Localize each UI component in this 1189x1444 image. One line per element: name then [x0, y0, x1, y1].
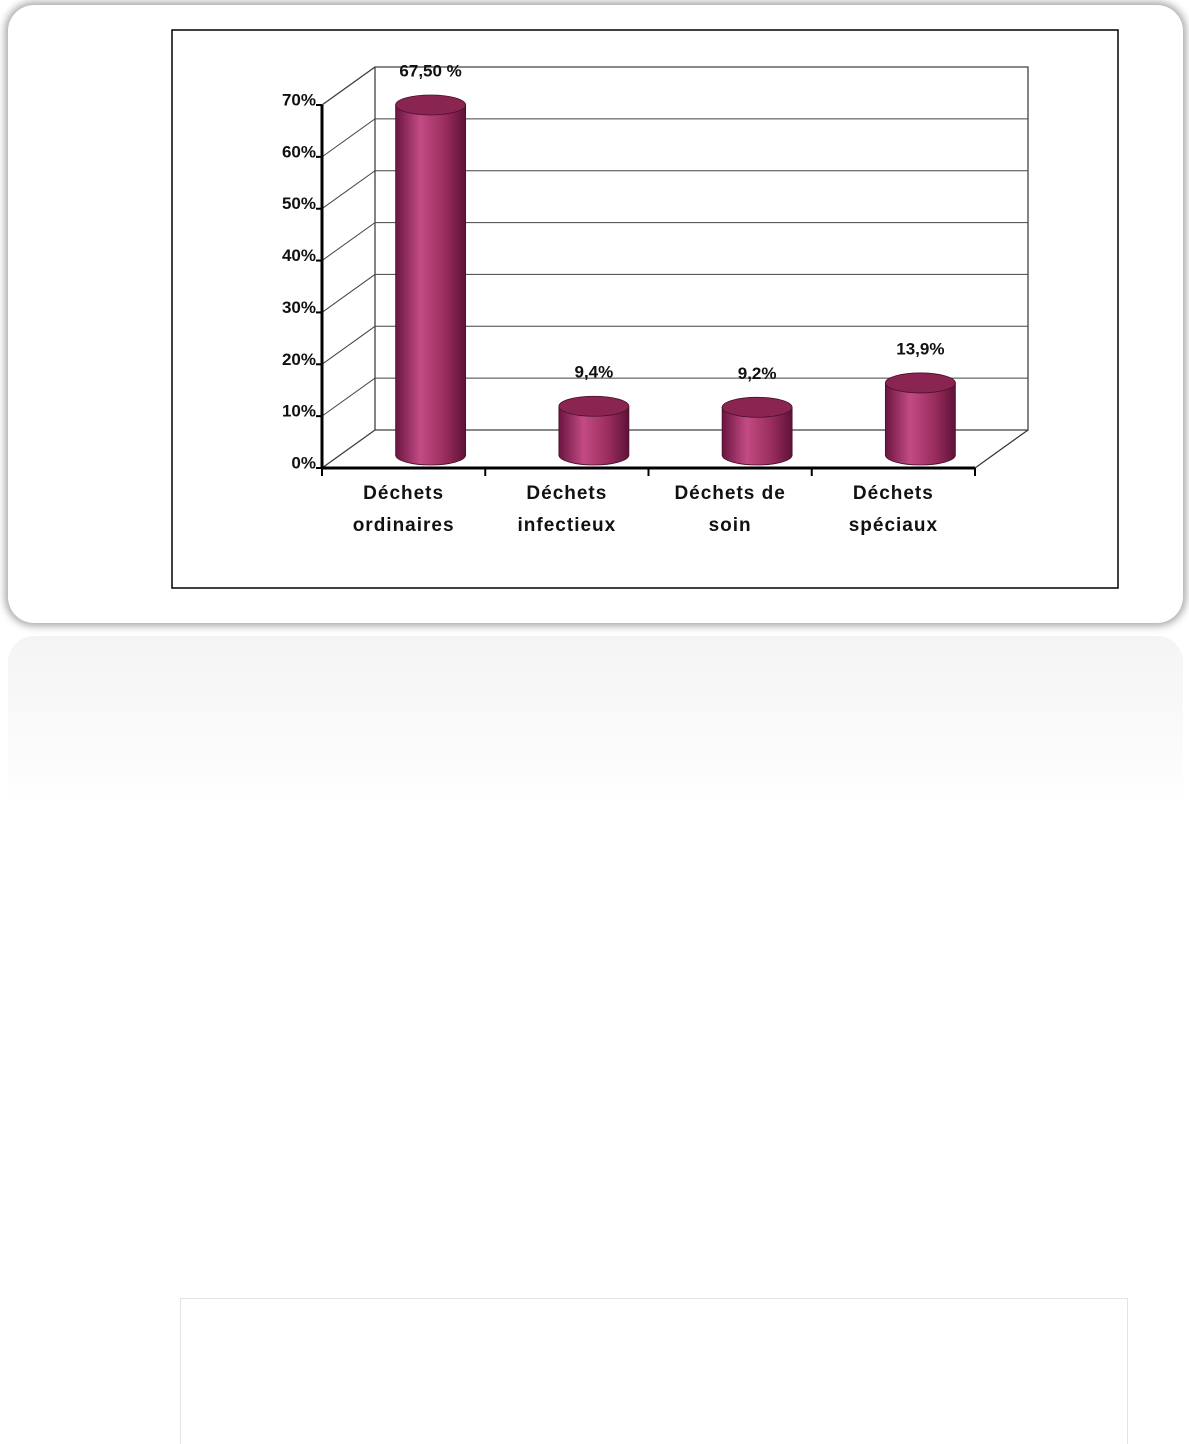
bar-top [721, 396, 793, 418]
grid-line [321, 170, 1028, 210]
value-label: 9,4% [575, 363, 614, 382]
y-tick-label: 40% [282, 246, 316, 265]
bar [558, 405, 630, 466]
grid-line [321, 222, 1028, 261]
page: 0% 10% 20% 30% 40% 50% 60% 70% 67,50 % 9,4% 9,2% 13… [8, 29, 1183, 1444]
value-label: 13,9% [896, 339, 944, 358]
value-label: 67,50 % [399, 61, 461, 80]
y-tick-label: 20% [282, 350, 316, 369]
reflection-box [180, 1298, 1128, 1444]
bar-top [395, 94, 467, 116]
y-tick-label: 70% [282, 90, 316, 109]
bar-top [884, 372, 956, 394]
x-tick-label: Déchets ordinaires [352, 483, 455, 536]
y-tick-label: 0% [291, 453, 316, 472]
grid-line [321, 273, 1028, 313]
y-tick-label: 10% [282, 402, 316, 421]
bar [395, 104, 467, 466]
grid-line [321, 429, 1028, 469]
bar [884, 382, 956, 466]
x-tick-label: Déchets de soin [674, 483, 786, 536]
chart: 0% 10% 20% 30% 40% 50% 60% 70% 67,50 % 9,4% 9,2% 13… [171, 29, 1119, 589]
value-label: 9,2% [738, 364, 777, 383]
bar [721, 406, 793, 466]
x-tick-label: Déchets infectieux [517, 483, 617, 536]
grid-line [321, 66, 1028, 106]
bar-top [558, 395, 630, 417]
grid-line [321, 377, 1028, 417]
x-tick-label: Déchets spéciaux [848, 483, 939, 536]
grid-line [321, 325, 1028, 365]
y-tick-label: 60% [282, 142, 316, 161]
reflection [8, 636, 1183, 1444]
grid-line [321, 118, 1028, 158]
y-tick-label: 30% [282, 298, 316, 317]
y-tick-label: 50% [282, 194, 316, 213]
